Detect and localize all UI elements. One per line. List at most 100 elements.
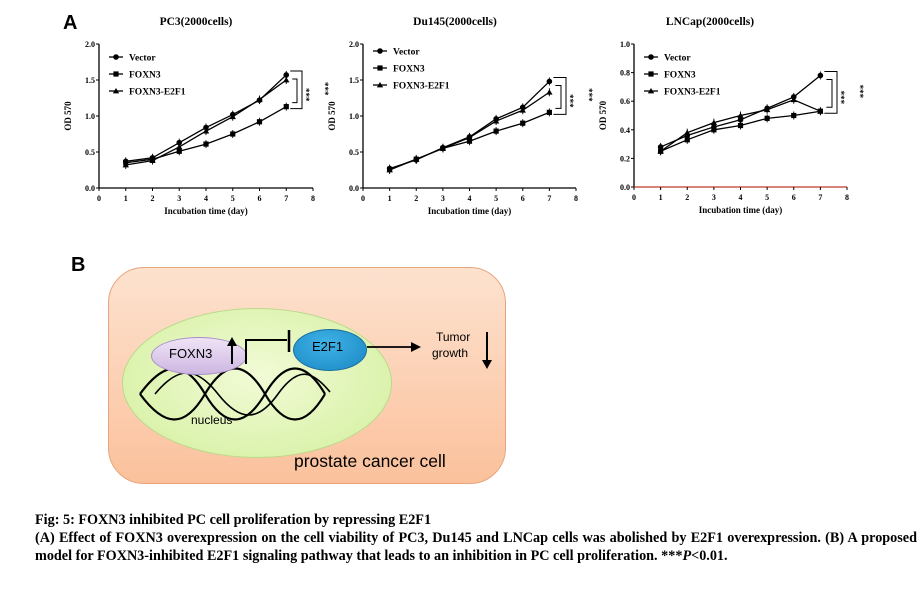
x-tick-label: 2 bbox=[685, 193, 689, 202]
data-point bbox=[737, 122, 744, 129]
y-tick-label: 0.5 bbox=[85, 148, 95, 157]
data-point bbox=[283, 72, 290, 78]
data-point bbox=[657, 144, 664, 150]
data-point bbox=[817, 108, 824, 114]
figure-caption: Fig: 5: FOXN3 inhibited PC cell prolifer… bbox=[35, 511, 917, 565]
x-tick-label: 5 bbox=[494, 194, 498, 203]
data-point bbox=[493, 128, 499, 134]
x-tick-label: 2 bbox=[151, 194, 155, 203]
significance-bracket bbox=[824, 70, 838, 114]
foxn3-label: FOXN3 bbox=[169, 346, 213, 361]
y-tick-label: 1.0 bbox=[620, 40, 630, 49]
e2f1-label: E2F1 bbox=[312, 339, 344, 354]
chart-title: PC3(2000cells) bbox=[160, 16, 233, 28]
legend-swatch-marker bbox=[647, 88, 655, 94]
growth-curves-charts: 0.0 0.5 1.0 1.5 2.0 0 1 2 3 4 5 6 7 8 PC3(2000cells) In… bbox=[63, 16, 865, 216]
y-tick-label: 0.8 bbox=[620, 69, 630, 78]
caption-p-letter: P bbox=[682, 548, 692, 564]
data-point bbox=[176, 139, 183, 146]
significance-label: *** bbox=[301, 88, 311, 102]
y-tick-label: 2.0 bbox=[349, 40, 359, 49]
legend-entry: FOXN3-E2F1 bbox=[664, 88, 721, 98]
caption-title: Fig: 5: FOXN3 inhibited PC cell prolifer… bbox=[35, 512, 432, 528]
data-point bbox=[122, 161, 129, 168]
y-tick-label: 0.0 bbox=[620, 183, 630, 192]
data-point bbox=[439, 145, 447, 151]
x-axis-title: Incubation time (day) bbox=[164, 206, 248, 216]
data-point bbox=[764, 115, 770, 121]
significance-label: *** bbox=[565, 94, 575, 108]
legend-entry: FOXN3 bbox=[129, 71, 161, 81]
data-point bbox=[176, 143, 183, 150]
panel-a-letter: A bbox=[63, 12, 78, 34]
caption-p-value: <0.01. bbox=[691, 548, 728, 564]
panel-b-letter: B bbox=[71, 254, 86, 276]
x-axis-title: Incubation time (day) bbox=[428, 206, 512, 216]
data-point bbox=[202, 128, 210, 134]
x-tick-label: 8 bbox=[311, 194, 315, 203]
tumor-label: Tumor bbox=[436, 330, 471, 344]
legend-swatch-marker bbox=[113, 54, 119, 60]
x-tick-label: 6 bbox=[521, 194, 525, 203]
x-tick-label: 0 bbox=[632, 193, 636, 202]
data-point bbox=[413, 156, 420, 162]
data-point bbox=[256, 96, 263, 102]
y-tick-label: 1.0 bbox=[349, 112, 359, 121]
y-axis-title: OD 570 bbox=[63, 101, 73, 131]
data-point bbox=[684, 129, 691, 136]
data-point bbox=[657, 148, 664, 154]
data-point bbox=[283, 104, 289, 110]
legend-entry: FOXN3-E2F1 bbox=[129, 88, 186, 98]
x-tick-label: 5 bbox=[765, 193, 769, 202]
data-point bbox=[519, 107, 526, 113]
data-point bbox=[710, 119, 718, 126]
legend-swatch-marker bbox=[376, 82, 384, 88]
legend-swatch-marker bbox=[113, 71, 119, 77]
nucleus-label: nucleus bbox=[191, 413, 233, 427]
legend-swatch-marker bbox=[648, 54, 654, 60]
data-point bbox=[229, 113, 236, 120]
data-point bbox=[230, 131, 236, 137]
y-axis-title: OD 570 bbox=[327, 101, 337, 131]
legend-swatch-marker bbox=[648, 71, 654, 77]
x-tick-label: 1 bbox=[124, 194, 128, 203]
data-point bbox=[546, 89, 553, 95]
legend-swatch-marker bbox=[112, 88, 120, 94]
legend-entry: Vector bbox=[129, 54, 156, 64]
x-tick-label: 6 bbox=[258, 194, 262, 203]
x-tick-label: 6 bbox=[792, 193, 796, 202]
data-point bbox=[546, 109, 552, 115]
y-tick-label: 0.6 bbox=[620, 97, 630, 106]
x-tick-label: 4 bbox=[468, 194, 472, 203]
significance-label: *** bbox=[855, 85, 865, 99]
x-tick-label: 7 bbox=[547, 194, 551, 203]
data-point bbox=[546, 78, 553, 85]
x-tick-label: 3 bbox=[177, 194, 181, 203]
data-point bbox=[283, 77, 290, 83]
legend-entry: FOXN3-E2F1 bbox=[393, 82, 450, 92]
significance-bracket bbox=[553, 76, 567, 115]
x-tick-label: 4 bbox=[739, 193, 743, 202]
x-tick-label: 8 bbox=[574, 194, 578, 203]
x-tick-label: 5 bbox=[231, 194, 235, 203]
data-point bbox=[791, 112, 797, 119]
data-point bbox=[386, 167, 393, 173]
y-tick-label: 0.5 bbox=[349, 148, 359, 157]
x-tick-label: 1 bbox=[388, 194, 392, 203]
data-point bbox=[790, 96, 797, 103]
data-point bbox=[737, 112, 744, 118]
significance-label: *** bbox=[836, 91, 846, 105]
legend-entry: FOXN3 bbox=[393, 65, 425, 75]
data-point bbox=[492, 118, 500, 124]
significance-bracket bbox=[555, 84, 562, 109]
significance-label: *** bbox=[320, 82, 330, 96]
x-tick-label: 4 bbox=[204, 194, 208, 203]
data-point bbox=[737, 116, 744, 123]
significance-bracket bbox=[292, 78, 298, 104]
chart-title: Du145(2000cells) bbox=[413, 16, 497, 28]
y-tick-label: 2.0 bbox=[85, 40, 95, 49]
caption-body: (A) Effect of FOXN3 overexpression on th… bbox=[35, 529, 917, 565]
e2f1-oval bbox=[293, 329, 367, 371]
x-tick-label: 7 bbox=[818, 193, 822, 202]
